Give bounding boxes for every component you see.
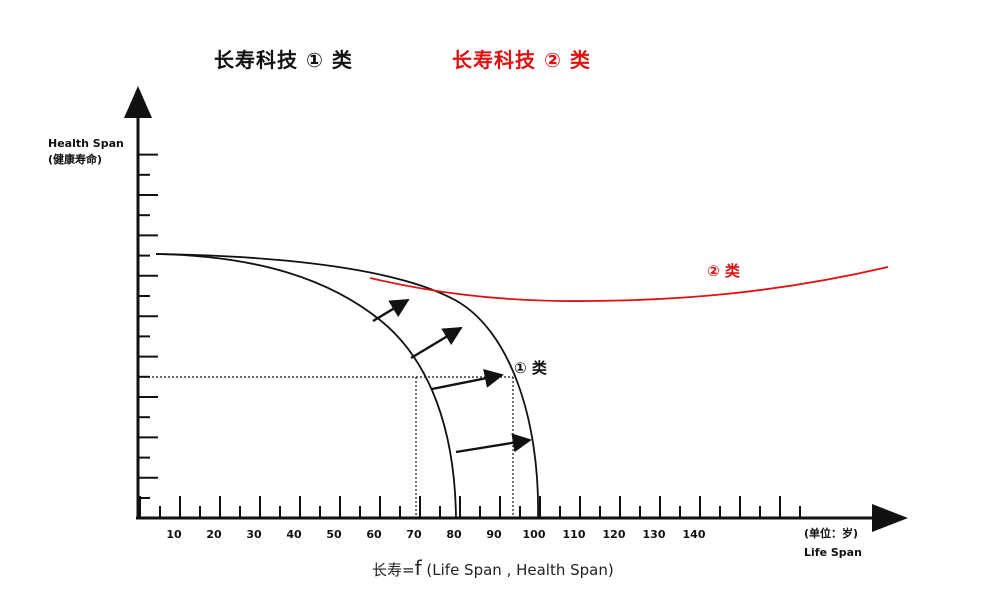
shift-arrow: [372, 298, 410, 323]
y-axis-ticks: [138, 153, 158, 499]
shift-arrow: [410, 326, 463, 360]
y-axis-arrow-icon: [124, 86, 152, 118]
x-axis-arrow-icon: [872, 504, 908, 532]
shift-arrow: [455, 433, 532, 454]
x-tick-label: 80: [446, 528, 462, 541]
x-tick-label: 60: [366, 528, 382, 541]
x-tick-label: 110: [563, 528, 586, 541]
y-axis-label-en: Health Span: [48, 137, 124, 150]
formula-function: f: [414, 556, 422, 580]
title-category-1: 长寿科技 ① 类: [214, 48, 353, 72]
x-tick-label: 50: [326, 528, 342, 541]
x-tick-label: 90: [486, 528, 502, 541]
x-axis-unit: (单位：岁): [804, 526, 858, 540]
y-axis-label-cn: (健康寿命): [48, 152, 102, 166]
x-tick-label: 100: [523, 528, 546, 541]
shift-arrow: [431, 368, 504, 391]
x-tick-label: 10: [166, 528, 182, 541]
x-tick-label: 130: [643, 528, 666, 541]
x-tick-label: 20: [206, 528, 222, 541]
curve-label-category-2: ② 类: [707, 262, 741, 280]
curve-category-2: [369, 266, 889, 302]
curve-label-category-1: ① 类: [514, 359, 548, 377]
x-tick-label: 140: [683, 528, 706, 541]
x-tick-label: 120: [603, 528, 626, 541]
curve-category-1: [155, 253, 539, 519]
x-tick-label: 30: [246, 528, 262, 541]
x-axis-label-en: Life Span: [804, 546, 862, 559]
title-category-2: 长寿科技 ② 类: [452, 48, 591, 72]
formula-prefix: 长寿=: [372, 561, 415, 579]
longevity-formula: 长寿=f (Life Span , Health Span): [372, 556, 614, 580]
x-axis-tick-labels: 10 20 30 40 50 60 70 80 90 100 110 120 130 140: [166, 528, 705, 541]
x-tick-label: 40: [286, 528, 302, 541]
x-axis-ticks: [139, 496, 801, 518]
x-tick-label: 70: [406, 528, 422, 541]
formula-args: (Life Span , Health Span): [426, 561, 614, 579]
curve-inner: [155, 253, 457, 519]
